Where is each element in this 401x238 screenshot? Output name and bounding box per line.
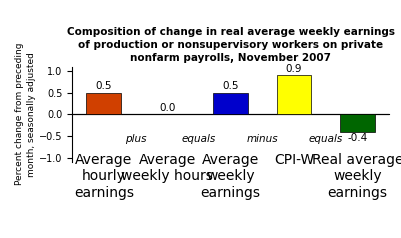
Title: Composition of change in real average weekly earnings
of production or nonsuperv: Composition of change in real average we…: [67, 27, 395, 63]
Text: equals: equals: [182, 134, 216, 144]
Bar: [277, 75, 311, 114]
Text: minus: minus: [247, 134, 278, 144]
Text: -0.4: -0.4: [347, 133, 367, 143]
Bar: [340, 114, 375, 132]
Bar: [87, 93, 121, 114]
Text: plus: plus: [125, 134, 146, 144]
Text: 0.5: 0.5: [222, 81, 239, 91]
Text: 0.0: 0.0: [159, 103, 175, 113]
Text: 0.5: 0.5: [95, 81, 112, 91]
Text: 0.9: 0.9: [286, 64, 302, 74]
Y-axis label: Percent change from preceding
month, seasonally adjusted: Percent change from preceding month, sea…: [15, 43, 36, 185]
Text: equals: equals: [308, 134, 343, 144]
Bar: [213, 93, 248, 114]
